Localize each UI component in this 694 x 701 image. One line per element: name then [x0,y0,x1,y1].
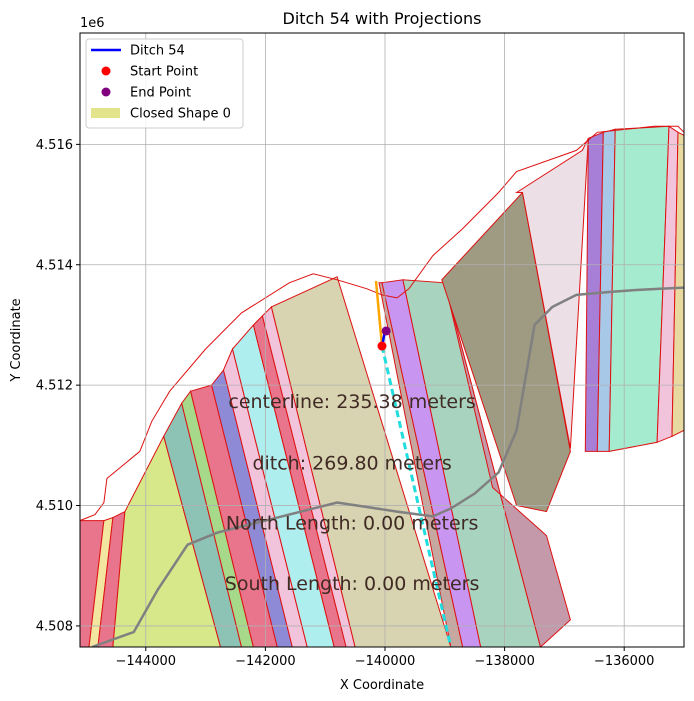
legend-label-3: Closed Shape 0 [130,107,231,122]
legend-label-0: Ditch 54 [130,44,185,59]
legend-box [85,38,244,129]
y-tick-label-1: 4.510 [36,499,73,514]
y-offset-label: 1e6 [80,16,105,31]
y-tick-label-4: 4.516 [36,138,73,153]
plot-frame [79,32,685,648]
grid-layer [80,33,684,647]
end-point-marker [381,326,391,336]
region-strip-17 [441,191,571,513]
y-axis-label: Y Coordinate [9,298,24,382]
legend-swatch-3 [91,108,120,118]
annotation-0: centerline: 235.38 meters [228,391,475,413]
projection-line [374,280,384,347]
projection-dashed-line [380,345,453,647]
region-strip-18 [514,138,589,449]
tick-layer: −144000 −142000 −140000 −138000 −136000 4.508… [36,138,655,669]
road-line [91,286,684,647]
x-tick-label-3: −138000 [474,654,535,669]
annotation-2: North Length: 0.00 meters [226,513,479,535]
legend-swatch-2 [101,87,111,97]
region-strip-12 [270,276,452,647]
x-tick-label-4: −136000 [594,654,655,669]
region-strip-23 [671,131,684,438]
closed-shape-outline [80,125,684,522]
start-point-marker [377,341,387,351]
legend-label-2: End Point [130,86,191,101]
legend-label-1: Start Point [130,65,198,80]
x-tick-label-0: −144000 [116,654,177,669]
annotation-3: South Length: 0.00 meters [225,573,480,595]
y-tick-label-0: 4.508 [36,619,73,634]
chart-title: Ditch 54 with Projections [283,9,482,28]
legend-swatch-1 [101,66,111,76]
annotation-1: ditch: 269.80 meters [252,452,451,474]
annotation-layer: centerline: 235.38 meters ditch: 269.80 m… [225,391,480,595]
x-tick-label-2: −140000 [355,654,416,669]
y-tick-label-3: 4.514 [36,258,73,273]
x-tick-label-1: −142000 [235,654,296,669]
line-layer [91,280,684,647]
region-strip-16 [444,282,571,647]
legend: Ditch 54 Start Point End Point Closed Shape… [85,38,244,129]
y-tick-label-2: 4.512 [36,379,73,394]
x-axis-label: X Coordinate [340,678,424,693]
